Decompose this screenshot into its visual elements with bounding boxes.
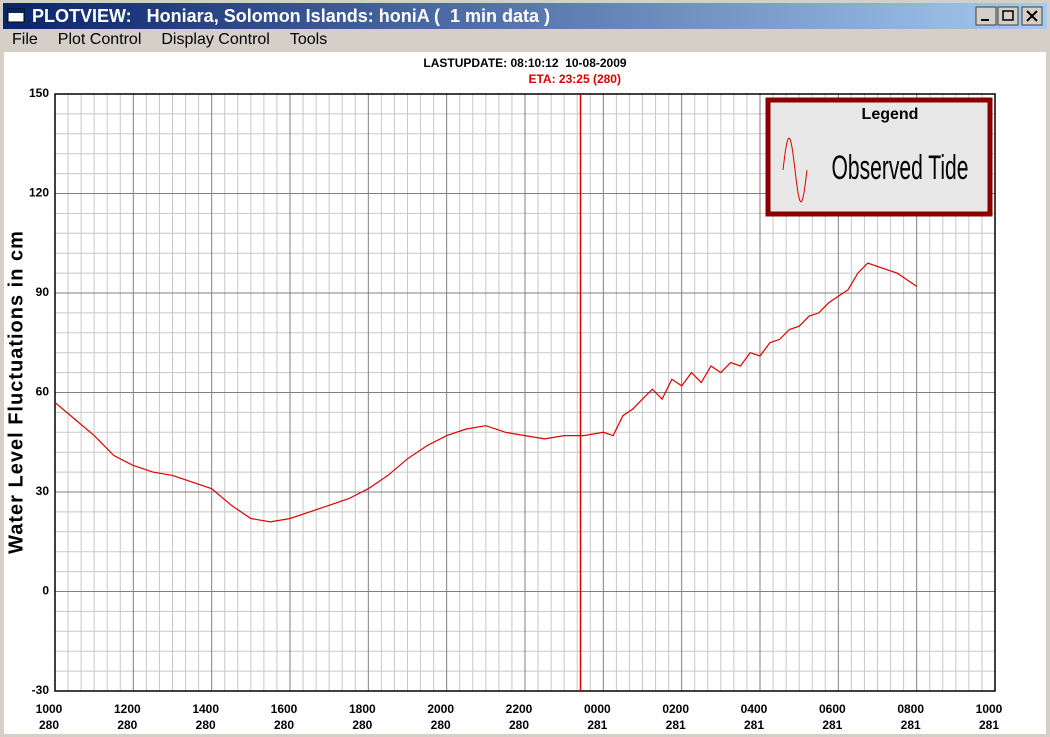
y-tick-label: 0	[42, 584, 49, 598]
y-tick-label: 120	[29, 186, 49, 200]
x-tick-day: 280	[196, 718, 216, 732]
plot-border	[54, 93, 996, 692]
minimize-button[interactable]	[975, 6, 997, 26]
legend-swatch	[782, 137, 808, 203]
last-update: LASTUPDATE: 08:10:12 10-08-2009	[423, 56, 627, 70]
x-tick-day: 281	[587, 718, 607, 732]
y-tick-label: 60	[36, 385, 50, 399]
legend: Legend Observed Tide	[765, 97, 993, 217]
x-tick-day: 280	[352, 718, 372, 732]
x-tick-day: 281	[979, 718, 999, 732]
y-tick-label: 30	[36, 484, 50, 498]
y-axis-label: Water Level Fluctuations in cm	[5, 230, 27, 554]
x-tick-label: 0200	[662, 702, 689, 716]
x-tick-label: 1800	[349, 702, 376, 716]
x-tick-label: 1000	[976, 702, 1003, 716]
menu-item[interactable]: Display Control	[161, 31, 269, 48]
x-tick-day: 281	[822, 718, 842, 732]
y-tick-label: 90	[36, 285, 50, 299]
plot: -30 0 30 60 90 120 150 1000 280 1200 280 1400 280 160…	[29, 72, 1003, 732]
maximize-icon	[1002, 10, 1014, 21]
maximize-button[interactable]	[997, 6, 1019, 26]
x-tick-label: 2000	[427, 702, 454, 716]
data-line	[54, 262, 918, 523]
legend-label: Observed Tide	[832, 148, 969, 186]
menu-item[interactable]: Tools	[290, 31, 327, 48]
close-icon	[1026, 10, 1038, 22]
menu-item[interactable]: Plot Control	[58, 31, 142, 48]
x-tick-day: 281	[901, 718, 921, 732]
x-tick-label: 0000	[584, 702, 611, 716]
x-tick-day: 281	[744, 718, 764, 732]
x-tick-label: 2200	[506, 702, 533, 716]
y-tick-label: -30	[32, 683, 50, 697]
x-tick-label: 1000	[36, 702, 63, 716]
x-tick-day: 280	[117, 718, 137, 732]
menu-bar: File Plot Control Display Control Tools	[12, 31, 327, 48]
x-tick-day: 281	[666, 718, 686, 732]
eta-label: ETA: 23:25 (280)	[528, 72, 620, 86]
x-tick-label: 1600	[271, 702, 298, 716]
x-tick-label: 0400	[741, 702, 768, 716]
title-bar	[3, 3, 1047, 29]
app-icon-bar	[8, 9, 24, 13]
legend-box	[765, 97, 993, 217]
x-tick-day: 280	[39, 718, 59, 732]
y-tick-label: 150	[29, 86, 49, 100]
menu-item[interactable]: File	[12, 31, 38, 48]
x-tick-label: 1400	[192, 702, 219, 716]
x-tick-day: 280	[274, 718, 294, 732]
x-tick-label: 1200	[114, 702, 141, 716]
legend-title: Legend	[862, 106, 919, 123]
x-tick-label: 0800	[897, 702, 924, 716]
x-tick-label: 0600	[819, 702, 846, 716]
window-buttons	[975, 6, 1043, 26]
x-tick-day: 280	[431, 718, 451, 732]
x-tick-day: 280	[509, 718, 529, 732]
window-title: PLOTVIEW: Honiara, Solomon Islands: honi…	[32, 6, 550, 26]
